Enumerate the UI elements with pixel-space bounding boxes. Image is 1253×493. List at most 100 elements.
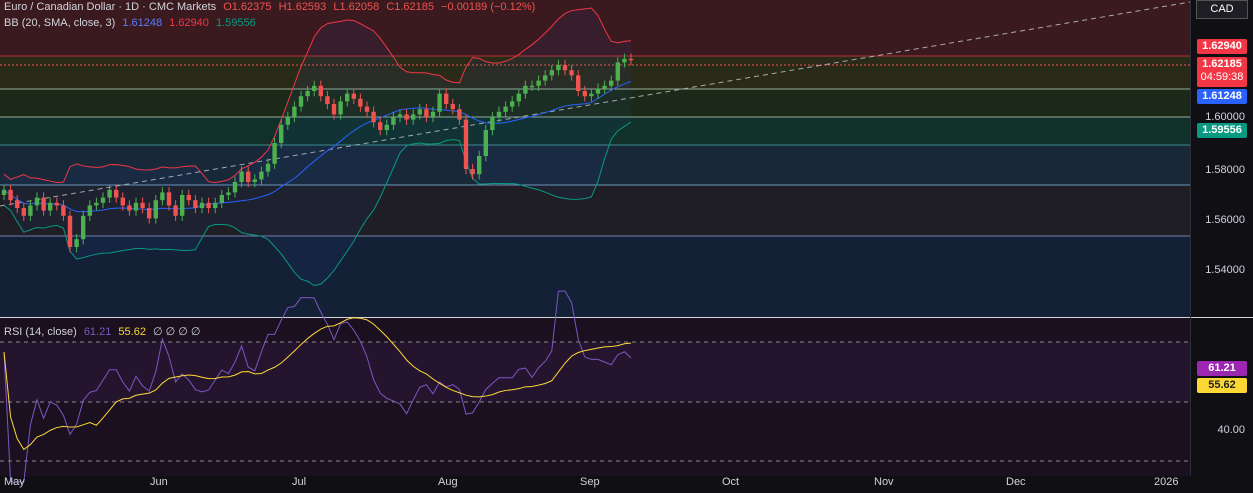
candle-body — [615, 62, 620, 81]
candle-body — [411, 114, 416, 120]
candle-body — [193, 200, 198, 208]
ohlc-low: L1.62058 — [333, 1, 380, 13]
candle-body — [351, 93, 356, 99]
trend-line — [0, 1, 1191, 207]
candle-body — [556, 65, 561, 71]
candle-body — [417, 109, 422, 115]
bb-lower-value: 1.59556 — [215, 17, 256, 29]
price-zone — [0, 56, 1190, 89]
candle-body — [437, 93, 442, 112]
candle-body — [15, 200, 20, 208]
candle-body — [549, 70, 554, 76]
candle-body — [160, 192, 165, 201]
candle-body — [391, 117, 396, 125]
bb-upper-tag: 1.62940 — [1197, 39, 1247, 54]
rsi-line — [3, 290, 632, 483]
rsi-label: RSI (14, close) — [4, 326, 77, 338]
candle-body — [239, 171, 244, 182]
candle-body — [219, 195, 224, 203]
candle-body — [483, 130, 488, 156]
time-axis-label: Jun — [150, 476, 168, 488]
candle-body — [516, 93, 521, 102]
rsi-tag: 61.21 — [1197, 361, 1247, 376]
candle-body — [457, 109, 462, 120]
price-axis-label: 1.60000 — [1205, 111, 1245, 123]
bb-basis-value: 1.61248 — [122, 17, 163, 29]
candle-body — [397, 114, 403, 117]
candle-body — [87, 205, 92, 216]
candle-body — [232, 182, 238, 193]
candle-body — [133, 202, 139, 211]
candle-body — [470, 169, 475, 175]
candle-body — [94, 202, 99, 206]
candle-body — [523, 85, 528, 94]
currency-button[interactable]: CAD — [1196, 0, 1248, 19]
bb-lower-tag: 1.59556 — [1197, 123, 1247, 138]
symbol-title: Euro / Canadian Dollar · 1D · CMC Market… — [4, 1, 217, 13]
candle-body — [246, 171, 251, 182]
price-zone — [0, 89, 1190, 117]
candle-body — [34, 197, 40, 206]
candle-body — [312, 85, 317, 91]
candle-body — [28, 205, 33, 216]
candle-body — [206, 202, 211, 208]
candle-body — [213, 202, 218, 208]
last-price: 1.62185 — [1202, 58, 1242, 70]
rsi-ma-value: 55.62 — [118, 326, 146, 338]
candle-body — [54, 202, 59, 206]
last-price-tag: 1.62185 04:59:38 — [1197, 57, 1247, 87]
price-zone — [0, 0, 1190, 56]
time-axis-label: Dec — [1006, 476, 1026, 488]
candle-body — [364, 106, 370, 112]
candle-body — [358, 98, 363, 107]
candle-body — [61, 205, 66, 216]
candle-body — [529, 85, 535, 88]
candle-body — [318, 85, 323, 97]
rsi-axis-label: 40.00 — [1217, 424, 1245, 436]
candle-body — [345, 93, 350, 102]
candle-body — [100, 197, 106, 203]
candle-body — [562, 65, 568, 71]
price-axis-label: 1.56000 — [1205, 214, 1245, 226]
candle-body — [140, 202, 145, 208]
ohlc-close: C1.62185 — [386, 1, 435, 13]
candle-body — [543, 75, 548, 81]
bb-label: BB (20, SMA, close, 3) — [4, 17, 116, 29]
candle-body — [503, 106, 508, 112]
candle-body — [292, 106, 297, 117]
countdown: 04:59:38 — [1200, 71, 1244, 83]
candle-body — [226, 192, 231, 195]
time-axis-label: Aug — [438, 476, 458, 488]
candle-body — [153, 200, 158, 219]
candle-body — [186, 195, 191, 201]
candle-body — [325, 96, 330, 104]
time-axis-label: Sep — [580, 476, 600, 488]
candle-body — [8, 189, 13, 201]
candle-body — [430, 111, 436, 117]
candle-body — [173, 205, 178, 216]
candle-body — [622, 58, 627, 63]
candle-body — [477, 156, 482, 175]
candle-body — [595, 88, 601, 94]
bb-fill — [4, 7, 631, 286]
price-zone — [0, 185, 1190, 236]
bb-lower-line — [3, 121, 632, 287]
candle-body — [331, 104, 337, 115]
candle-body — [1, 189, 7, 195]
candle-body — [120, 197, 125, 206]
rsi-header: RSI (14, close) 61.21 55.62 ∅ ∅ ∅ ∅ — [4, 325, 205, 339]
ohlc-high: H1.62593 — [278, 1, 327, 13]
rsi-extra: ∅ ∅ ∅ ∅ — [153, 326, 201, 338]
candle-body — [490, 117, 495, 130]
rsi-band — [0, 342, 1190, 402]
candle-body — [609, 80, 614, 86]
bb-header: BB (20, SMA, close, 3) 1.61248 1.62940 1… — [4, 16, 260, 30]
candle-body — [378, 122, 383, 130]
time-axis-label: May — [4, 476, 25, 488]
candle-body — [404, 114, 409, 120]
candle-body — [74, 239, 79, 247]
bb-basis-line — [3, 80, 632, 213]
candle-body — [67, 215, 73, 247]
